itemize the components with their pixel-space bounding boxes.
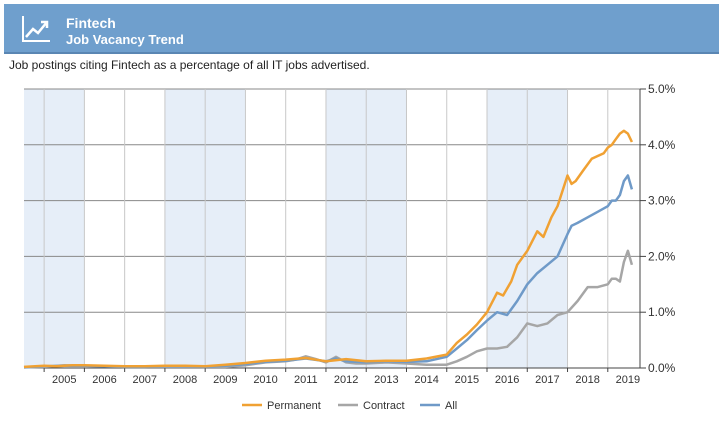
legend-label-permanent: Permanent <box>267 400 321 412</box>
x-tick-label: 2019 <box>616 374 640 386</box>
x-tick-label: 2018 <box>575 374 599 386</box>
chart-band <box>24 89 85 368</box>
line-chart-icon <box>22 16 50 42</box>
x-tick-label: 2016 <box>495 374 519 386</box>
x-tick-label: 2005 <box>52 374 76 386</box>
y-tick-label: 1.0% <box>648 305 676 319</box>
x-tick-label: 2008 <box>173 374 197 386</box>
y-tick-label: 2.0% <box>648 249 676 263</box>
x-tick-label: 2013 <box>374 374 398 386</box>
x-tick-label: 2009 <box>213 374 237 386</box>
chart-description: Job postings citing Fintech as a percent… <box>9 58 370 72</box>
header-title: Fintech <box>66 15 116 31</box>
x-tick-label: 2012 <box>334 374 358 386</box>
y-tick-label: 4.0% <box>648 138 676 152</box>
x-tick-label: 2014 <box>414 374 438 386</box>
x-tick-label: 2011 <box>294 374 318 386</box>
x-tick-label: 2015 <box>455 374 479 386</box>
y-tick-label: 3.0% <box>648 194 676 208</box>
header-subtitle: Job Vacancy Trend <box>66 32 184 47</box>
legend-label-contract: Contract <box>363 400 405 412</box>
x-tick-label: 2006 <box>92 374 116 386</box>
series-line-permanent <box>23 129 634 369</box>
y-tick-label: 5.0% <box>648 82 676 96</box>
x-tick-label: 2007 <box>133 374 157 386</box>
x-tick-label: 2010 <box>253 374 277 386</box>
chart-header: Fintech Job Vacancy Trend <box>4 4 719 54</box>
x-tick-label: 2017 <box>535 374 559 386</box>
legend-label-all: All <box>445 400 457 412</box>
y-tick-label: 0.0% <box>648 361 676 375</box>
